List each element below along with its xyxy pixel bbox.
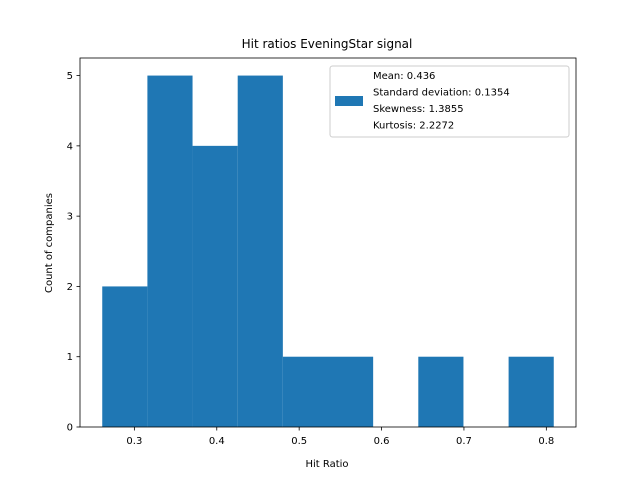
y-tick-label: 3 [67, 212, 73, 223]
y-tick-label: 1 [67, 352, 73, 363]
histogram-bar [418, 356, 464, 427]
legend-entry-line: Standard deviation: 0.1354 [373, 88, 510, 99]
legend: Mean: 0.436 Standard deviation: 0.1354 Ske… [329, 65, 570, 138]
histogram-bar [282, 356, 328, 427]
legend-entry-line: Mean: 0.436 [373, 71, 435, 82]
x-tick-label: 0.8 [538, 436, 554, 447]
legend-entry-line: Kurtosis: 2.2272 [373, 121, 454, 132]
x-tick-label: 0.3 [126, 436, 142, 447]
histogram-bar [508, 356, 554, 427]
legend-entry-line: Skewness: 1.3855 [373, 104, 464, 115]
y-tick-label: 0 [67, 423, 73, 434]
bars-group [102, 75, 554, 428]
legend-box [329, 65, 570, 138]
x-axis-label: Hit Ratio [305, 459, 348, 470]
x-tick-label: 0.5 [291, 436, 307, 447]
y-axis-label: Count of companies [44, 193, 55, 293]
x-tick-label: 0.4 [209, 436, 225, 447]
axes-group: 0.3 0.4 0.5 0.6 0.7 0.8 0 1 2 3 4 5 [67, 57, 577, 447]
y-tick-label: 2 [67, 282, 73, 293]
x-tick-label: 0.6 [374, 436, 390, 447]
y-tick-label: 5 [67, 71, 73, 82]
y-tick-label: 4 [67, 141, 73, 152]
histogram-bar [328, 356, 374, 427]
legend-swatch [335, 96, 363, 106]
histogram-bar [147, 75, 193, 428]
histogram-bar [237, 75, 283, 428]
chart-title: Hit ratios EveningStar signal [242, 37, 413, 51]
histogram-bar [192, 145, 238, 427]
x-tick-label: 0.7 [456, 436, 472, 447]
histogram-bar [102, 286, 148, 427]
plot-frame [79, 57, 577, 428]
